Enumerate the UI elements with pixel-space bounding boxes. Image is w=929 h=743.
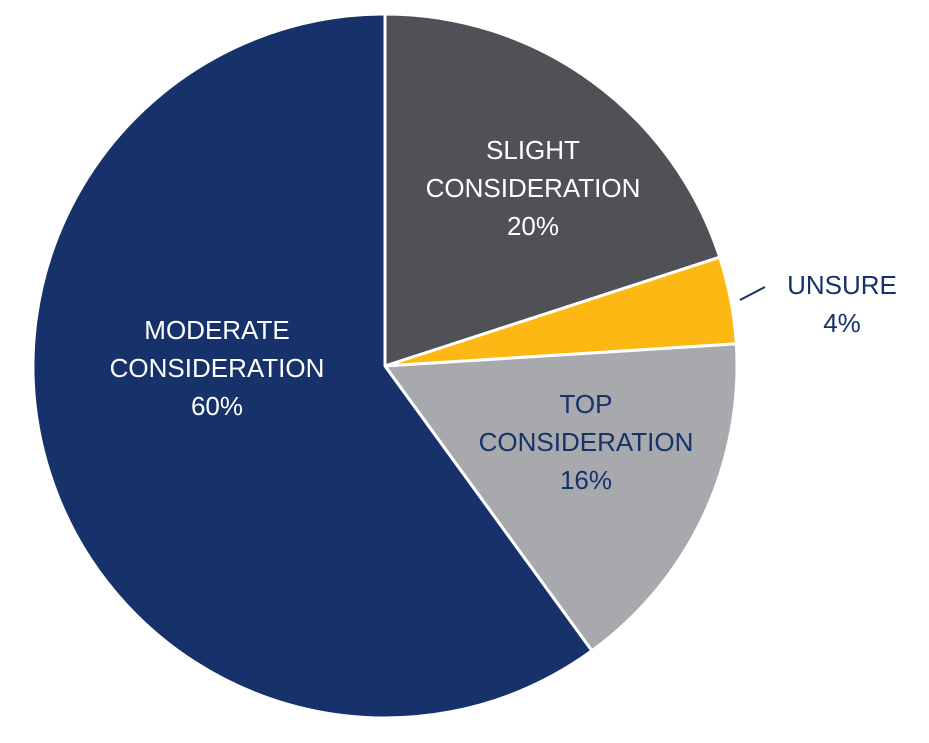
slice-label: TOP CONSIDERATION bbox=[479, 389, 694, 457]
value-label: 16% bbox=[560, 465, 612, 495]
value-label: 4% bbox=[823, 308, 861, 338]
leader-line bbox=[739, 286, 766, 301]
pie-slice bbox=[383, 12, 722, 368]
slice-label: UNSURE bbox=[787, 270, 897, 300]
slice-label: SLIGHT CONSIDERATION bbox=[426, 135, 641, 203]
value-label: 60% bbox=[191, 391, 243, 421]
pie-slice bbox=[31, 12, 594, 720]
pie-slice bbox=[383, 342, 739, 653]
value-label: 20% bbox=[507, 211, 559, 241]
slice-label: MODERATE CONSIDERATION bbox=[110, 315, 325, 383]
